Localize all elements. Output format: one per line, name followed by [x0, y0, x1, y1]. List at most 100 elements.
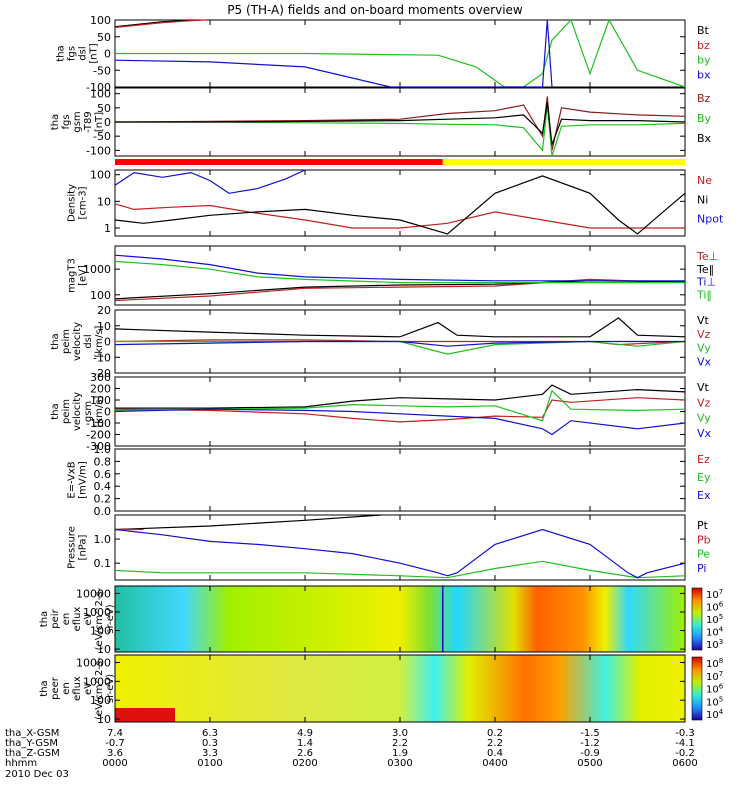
legend-entry: Pi: [697, 562, 706, 575]
panel-density: 100 10 1 Density [cm-3] Ne Ni Npot: [67, 169, 724, 237]
y-axis-label: [nT]: [89, 43, 100, 63]
y-tick-label: 10: [97, 713, 111, 726]
legend-entry: Vt: [697, 314, 710, 327]
y-axis-label: Pressure: [67, 526, 78, 569]
heatmap-image: [115, 586, 685, 652]
x-axis-row-value: 1.9: [392, 748, 408, 759]
x-axis-row-value: 3.6: [107, 748, 123, 759]
legend-entry: Vz: [697, 396, 711, 409]
colorbar-label: 107: [706, 670, 723, 683]
y-tick-label: 100: [90, 694, 111, 707]
y-tick-label: -300: [86, 440, 111, 453]
y-axis-label: -T89: [83, 111, 94, 133]
x-axis-row-label: tha_X-GSM: [5, 728, 59, 739]
y-tick-label: -100: [86, 144, 111, 157]
y-tick-label: 0.0: [94, 505, 112, 518]
y-axis-label: velocity: [72, 322, 83, 361]
x-axis-row-value: 0200: [292, 758, 317, 769]
y-tick-label: 100: [90, 289, 111, 302]
x-axis-row-value: 6.3: [202, 728, 218, 739]
y-axis-label: sr-eV): [105, 674, 116, 703]
y-tick-label: 1.0: [94, 533, 112, 546]
series-line-Ti⊥: [114, 254, 685, 282]
series-line-By: [115, 104, 686, 157]
y-tick-label: 0.4: [94, 480, 112, 493]
legend-entry: Pt: [697, 519, 709, 532]
panel-frame: [114, 376, 686, 447]
y-axis-label: E=-VxB: [67, 461, 78, 498]
figure-title: P5 (TH-A) fields and on-board moments ov…: [227, 3, 523, 17]
y-tick-label: 10000: [76, 657, 111, 670]
colorbar-label: 107: [706, 588, 723, 601]
y-tick-label: 100: [90, 625, 111, 638]
legend-entry: Ex: [697, 489, 711, 502]
series-line-Npot: [114, 169, 306, 194]
y-axis-label: tha: [39, 680, 50, 696]
y-tick-label: -100: [86, 417, 111, 430]
series-line-Vt: [114, 317, 686, 338]
y-tick-label: 300: [90, 371, 111, 384]
y-tick-label: 0.1: [94, 557, 112, 570]
x-axis-row-value: 2.6: [297, 748, 313, 759]
x-axis-row-value: 0100: [197, 758, 222, 769]
y-axis-label: [mV/m]: [78, 461, 89, 499]
legend-entry: by: [697, 54, 711, 67]
mode-bar-segment: [115, 159, 443, 165]
legend-entry: Vz: [697, 328, 711, 341]
y-axis-label: peim: [61, 329, 72, 354]
series-line-Ti‖: [114, 260, 685, 284]
series-line-by: [115, 18, 686, 88]
series-line-Bx: [115, 102, 686, 145]
x-axis-row-value: -0.3: [675, 728, 695, 739]
panel-temperature: 1000 100 magT3 [eV] Te⊥Te‖Ti⊥Ti‖: [67, 245, 718, 306]
colorbar: [691, 656, 703, 721]
x-axis-row-label: tha_Z-GSM: [5, 748, 60, 759]
panel-frame: [114, 448, 686, 512]
legend-entry: By: [697, 112, 712, 125]
legend-entry: Vx: [697, 355, 712, 368]
series-line-Ni: [114, 175, 686, 235]
series-line-Bz: [114, 96, 686, 151]
x-axis-row-label: hhmm: [5, 758, 37, 769]
y-tick-label: 0: [104, 48, 111, 61]
heatmap-low-band: [115, 708, 175, 722]
y-axis-label: [nPa]: [78, 534, 89, 560]
y-axis-label: velocity: [72, 392, 83, 431]
y-axis-label: fgs: [61, 114, 72, 129]
y-axis-label: magT3: [67, 258, 78, 293]
y-axis-label: eV: [83, 682, 94, 695]
y-tick-label: 1: [104, 222, 111, 235]
y-axis-label: tha: [39, 611, 50, 627]
x-axis-row-value: 2.2: [487, 738, 503, 749]
y-tick-label: 50: [97, 31, 111, 44]
colorbar: [691, 587, 703, 651]
y-tick-label: 10: [97, 320, 111, 333]
y-axis-label: (eV/cm^2-s-: [94, 657, 105, 720]
x-axis-row-value: 2.2: [392, 738, 408, 749]
legend-entry: Ey: [697, 471, 711, 484]
y-tick-label: 20: [97, 304, 111, 317]
y-tick-label: 0: [104, 406, 111, 419]
series-line-Pt: [114, 514, 382, 531]
x-axis-row-value: 0.3: [202, 738, 218, 749]
y-axis-label: eflux: [72, 607, 83, 632]
mode-bar-segment: [442, 159, 685, 165]
y-tick-label: 10000: [76, 587, 111, 600]
series-line-Vx: [114, 340, 685, 347]
y-axis-label: Density: [67, 184, 78, 222]
x-axis-row-value: 1.4: [297, 738, 313, 749]
y-tick-label: 0.6: [94, 468, 112, 481]
colorbar-label: 108: [706, 657, 723, 670]
y-tick-label: 0: [104, 116, 111, 129]
panel-efield: 1.00.80.60.40.20.0 E=-VxB [mV/m] Ez Ey Ex: [67, 443, 711, 518]
series-line-Pi: [114, 528, 686, 579]
y-tick-label: 50: [97, 102, 111, 115]
x-axis-row-value: 3.0: [392, 728, 408, 739]
legend-entry: Pb: [697, 533, 711, 546]
